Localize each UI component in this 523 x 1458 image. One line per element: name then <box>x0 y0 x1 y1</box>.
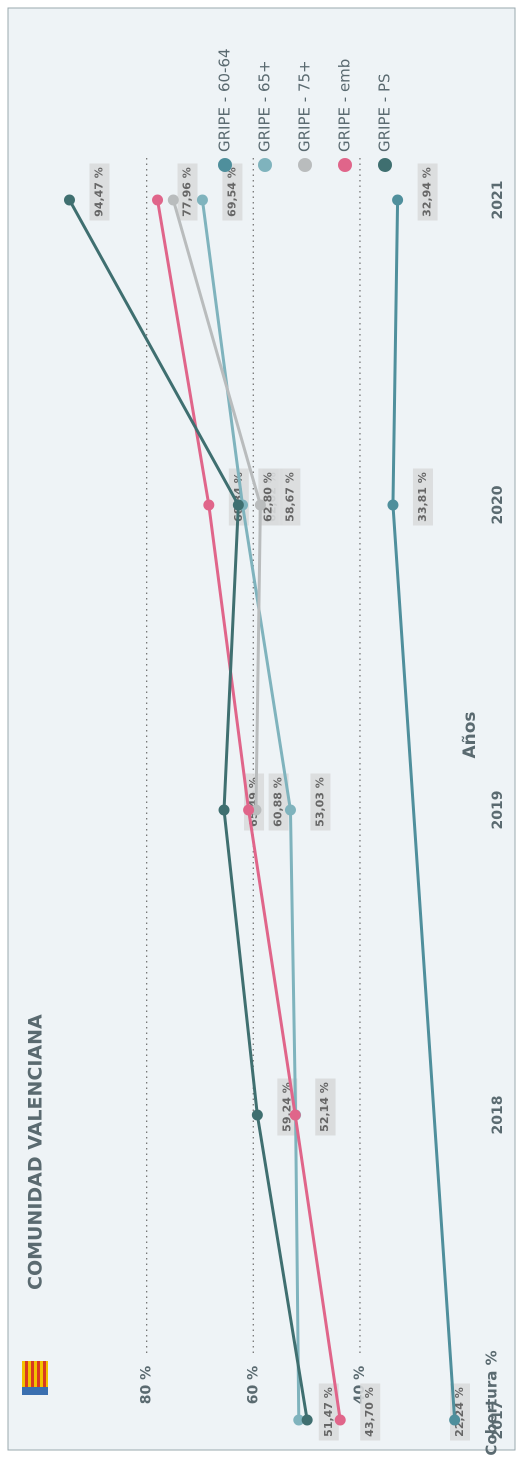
data-label-bg <box>412 468 433 526</box>
data-point <box>203 499 215 511</box>
data-point <box>289 1109 301 1121</box>
data-point <box>254 499 266 511</box>
data-label-bg <box>89 163 110 221</box>
data-label: 32,94 % <box>421 167 434 217</box>
data-label-bg <box>268 773 289 831</box>
data-label: 52,14 % <box>318 1082 331 1132</box>
chart-body: COMUNIDAD VALENCIANA Cobertura % Años 40… <box>22 48 506 1456</box>
x-tick-label: 2017 <box>490 1401 506 1440</box>
legend-label: GRIPE - PS <box>376 73 394 152</box>
legend-label: GRIPE - emb <box>336 59 354 152</box>
y-tick-label: 60 % <box>245 1366 261 1404</box>
y-tick-label: 80 % <box>139 1366 155 1404</box>
data-label: 33,81 % <box>416 472 429 522</box>
data-label-bg <box>280 468 301 526</box>
legend-label: GRIPE - 60-64 <box>216 48 234 152</box>
data-labels: 22,24 %33,81 %32,94 %51,47 %52,07 %53,03… <box>89 163 470 1441</box>
legend-label: GRIPE - 75+ <box>296 60 314 152</box>
x-tick-label: 2019 <box>490 791 506 830</box>
legend-swatch <box>378 158 392 172</box>
data-label-bg <box>417 163 438 221</box>
data-point <box>284 804 296 816</box>
data-label-bg <box>450 1383 470 1441</box>
x-tick-label: 2021 <box>490 181 506 220</box>
data-label-bg <box>258 468 279 526</box>
data-point <box>251 1109 263 1121</box>
data-label: 77,96 % <box>181 167 194 217</box>
data-point <box>387 499 399 511</box>
data-point <box>243 804 255 816</box>
data-point <box>232 499 244 511</box>
data-label: 51,47 % <box>322 1387 335 1437</box>
x-tick-label: 2020 <box>490 485 506 524</box>
data-label-bg <box>318 1383 339 1441</box>
chart-frame <box>7 7 516 1451</box>
x-tick-label: 2018 <box>490 1096 506 1135</box>
data-label: 59,24 % <box>280 1082 293 1132</box>
data-point <box>334 1414 346 1426</box>
chart-title: COMUNIDAD VALENCIANA <box>25 1014 47 1290</box>
data-point <box>392 194 404 206</box>
legend-swatch <box>298 158 312 172</box>
data-label: 43,70 % <box>363 1387 376 1437</box>
data-point <box>167 194 179 206</box>
data-point <box>293 1414 305 1426</box>
legend-swatch <box>338 158 352 172</box>
data-label: 60,88 % <box>272 777 285 827</box>
data-label: 62,80 % <box>261 472 274 522</box>
data-label: 53,03 % <box>313 777 326 827</box>
data-point <box>63 194 75 206</box>
data-label-bg <box>310 773 331 831</box>
data-point <box>218 804 230 816</box>
data-label: 58,67 % <box>283 472 296 522</box>
data-label-bg <box>177 163 198 221</box>
data-label-bg <box>222 163 243 221</box>
data-point <box>301 1414 313 1426</box>
y-axis-label: Cobertura % <box>483 1350 501 1455</box>
flag-icon <box>22 1361 48 1395</box>
data-label-bg <box>360 1383 381 1441</box>
legend-label: GRIPE - 65+ <box>256 60 274 152</box>
data-point <box>449 1414 461 1426</box>
legend-swatch <box>218 158 232 172</box>
data-label: 69,54 % <box>225 167 238 217</box>
x-axis-label: Años <box>460 711 480 758</box>
data-label: 94,47 % <box>92 167 105 217</box>
data-label-bg <box>315 1078 336 1136</box>
legend-swatch <box>258 158 272 172</box>
data-point <box>152 194 164 206</box>
data-point <box>196 194 208 206</box>
